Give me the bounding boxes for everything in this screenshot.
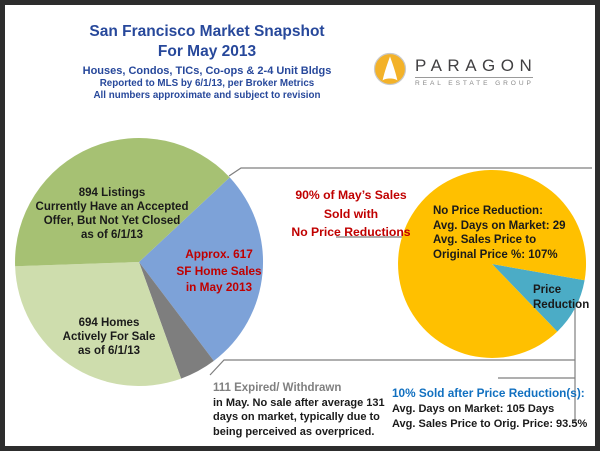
logo-divider	[415, 77, 533, 78]
text-line: in May. No sale after average 131	[213, 396, 385, 409]
callout-line-sales-share	[228, 167, 592, 177]
text-line: Currently Have an Accepted	[35, 201, 189, 213]
subtitle-disclaimer: All numbers approximate and subject to r…	[93, 89, 321, 101]
label-accepted-offers: 894 Listings Currently Have an Accepted …	[27, 186, 197, 242]
label-no-price-reduction-stats: No Price Reduction: Avg. Days on Market:…	[433, 204, 566, 262]
callout-line-expired	[209, 359, 575, 376]
text-line: No Price Reductions	[291, 225, 411, 239]
text-line: Avg. Sales Price to	[433, 234, 537, 246]
text-line: being perceived as overpriced.	[213, 425, 375, 438]
pie-slice-3	[15, 137, 230, 267]
text-line: Approx. 617	[185, 247, 253, 261]
note-sold-after-reduction: 10% Sold after Price Reduction(s): Avg. …	[392, 386, 587, 433]
pie-right-price-reduction	[398, 169, 587, 358]
pie-slice-0	[492, 264, 585, 332]
pie-slice-1	[398, 169, 587, 358]
logo-wordmark: PARAGON REAL ESTATE GROUP	[415, 52, 537, 87]
text-line: 90% of May’s Sales	[295, 188, 407, 202]
pie-slice-1	[139, 262, 214, 379]
text-line: Actively For Sale	[62, 331, 156, 343]
paragon-logo-icon	[373, 52, 407, 86]
label-90pct-no-reduction: 90% of May’s Sales Sold with No Price Re…	[283, 186, 419, 242]
subtitle-property-types: Houses, Condos, TICs, Co-ops & 2-4 Unit …	[82, 65, 332, 77]
expired-heading: 111 Expired/ Withdrawn	[213, 382, 342, 394]
reduced-heading: 10% Sold after Price Reduction(s):	[392, 386, 585, 400]
text-line: Price	[533, 284, 562, 296]
text-line: 894 Listings	[78, 187, 146, 199]
label-home-sales: Approx. 617 SF Home Sales in May 2013	[171, 246, 267, 296]
label-active-listings: 694 Homes Actively For Sale as of 6/1/13	[35, 316, 183, 358]
page-title-block: San Francisco Market Snapshot For May 20…	[57, 22, 357, 101]
logo-tagline-text: REAL ESTATE GROUP	[415, 80, 534, 87]
page-title: San Francisco Market Snapshot	[89, 23, 325, 40]
pie-left-inventory	[15, 137, 264, 386]
logo-brand-text: PARAGON	[415, 56, 538, 75]
text-line: SF Home Sales	[176, 263, 262, 278]
text-line: Original Price %: 107%	[433, 248, 558, 261]
logo-flame-icon	[382, 56, 398, 81]
text-line: days on market, typically due to	[213, 411, 380, 424]
note-expired-withdrawn: 111 Expired/ Withdrawn in May. No sale a…	[213, 381, 385, 439]
text-line: No Price Reduction:	[433, 205, 543, 217]
text-line: as of 6/1/13	[77, 345, 140, 357]
text-line: Avg. Days on Market: 105 Days	[392, 402, 555, 415]
pie-slice-0	[139, 177, 264, 361]
text-line: in May 2013	[185, 280, 253, 294]
text-line: Sold with	[323, 206, 379, 221]
text-line: Avg. Days on Market: 29	[433, 219, 566, 232]
label-price-reduction-slice: Price Reduction	[533, 283, 589, 312]
callout-lines	[209, 167, 592, 423]
text-line: as of 6/1/13	[80, 229, 143, 241]
subtitle-source: Reported to MLS by 6/1/13, per Broker Me…	[99, 78, 315, 89]
text-line: Offer, But Not Yet Closed	[43, 215, 181, 227]
text-line: Reduction	[533, 298, 590, 311]
paragon-logo: PARAGON REAL ESTATE GROUP	[373, 52, 537, 87]
page-title-period: For May 2013	[157, 43, 257, 60]
pie-slice-2	[15, 262, 182, 386]
text-line: Avg. Sales Price to Orig. Price: 93.5%	[392, 418, 588, 430]
text-line: 694 Homes	[78, 317, 140, 329]
